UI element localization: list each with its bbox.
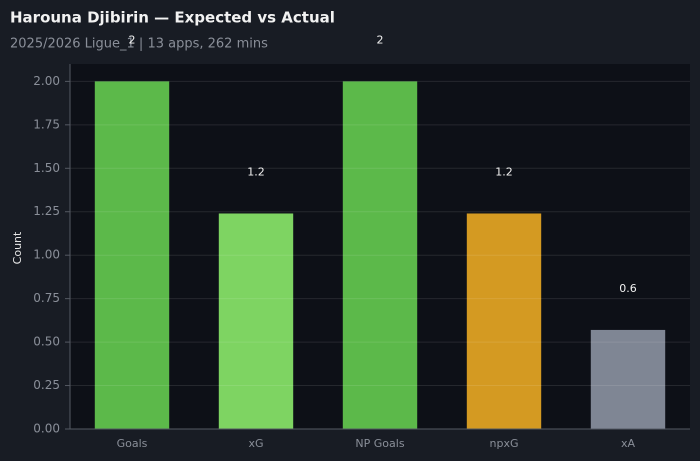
y-tick-label: 2.00 [33, 74, 60, 88]
y-axis-label: Count [11, 231, 24, 264]
x-tick-label: Goals [117, 437, 148, 450]
bar [466, 213, 542, 429]
x-tick-label: NP Goals [355, 437, 404, 450]
x-tick-label: xA [621, 437, 636, 450]
chart-subtitle: 2025/2026 Ligue_1 | 13 apps, 262 mins [10, 37, 268, 52]
x-tick-label: xG [248, 437, 263, 450]
y-tick-label: 1.50 [33, 161, 60, 175]
y-tick-label: 0.50 [33, 335, 60, 349]
y-tick-label: 0.00 [33, 422, 60, 436]
value-label: 0.6 [619, 282, 637, 295]
chart-title: Harouna Djibirin — Expected vs Actual [10, 9, 335, 27]
x-tick-label: npxG [490, 437, 519, 450]
y-tick-label: 1.75 [33, 117, 60, 131]
bar [218, 213, 294, 429]
value-label: 2 [377, 33, 384, 46]
y-tick-label: 1.00 [33, 248, 60, 262]
bar [342, 81, 418, 429]
y-tick-label: 1.25 [33, 204, 60, 218]
value-label: 2 [129, 33, 136, 46]
value-label: 1.2 [495, 165, 513, 178]
bar [590, 329, 666, 429]
value-label: 1.2 [247, 165, 265, 178]
y-tick-label: 0.25 [33, 378, 60, 392]
y-tick-label: 0.75 [33, 291, 60, 305]
bar [94, 81, 170, 429]
